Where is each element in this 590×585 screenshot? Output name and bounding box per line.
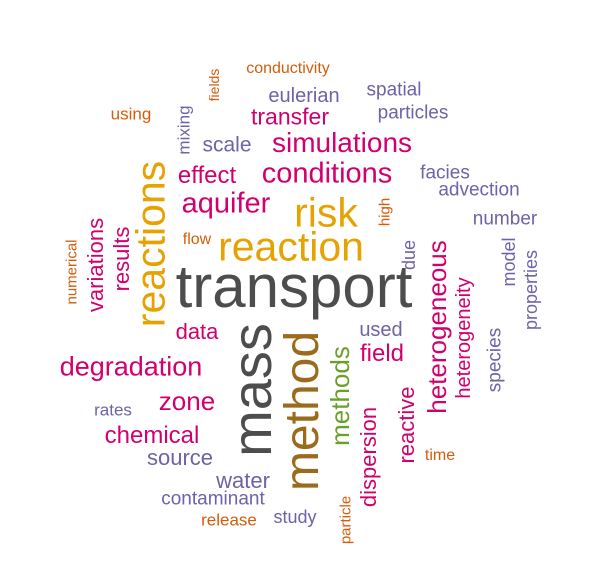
- word-flow: flow: [182, 231, 212, 248]
- word-heterogeneity: heterogeneity: [453, 277, 475, 399]
- word-conditions: conditions: [261, 157, 393, 190]
- word-particle: particle: [337, 495, 355, 545]
- word-facies: facies: [420, 162, 470, 184]
- word-conductivity: conductivity: [246, 60, 330, 77]
- word-study: study: [273, 507, 317, 527]
- word-variations: variations: [83, 217, 108, 313]
- word-species: species: [484, 327, 506, 393]
- word-scale: scale: [202, 133, 252, 157]
- word-water: water: [216, 468, 270, 493]
- word-reaction: reaction: [218, 223, 364, 270]
- word-numerical: numerical: [63, 239, 81, 305]
- word-mass: mass: [220, 323, 283, 457]
- word-results: results: [109, 226, 134, 292]
- word-effect: effect: [177, 162, 237, 189]
- word-reactions: reactions: [127, 160, 174, 328]
- word-high: high: [376, 197, 394, 227]
- word-method: method: [276, 330, 329, 492]
- word-using: using: [110, 104, 152, 124]
- word-heterogeneous: heterogeneous: [422, 240, 452, 414]
- word-rates: rates: [94, 400, 132, 420]
- word-spatial: spatial: [366, 79, 422, 101]
- word-transport: transport: [175, 253, 413, 320]
- word-simulations: simulations: [271, 127, 413, 158]
- word-fields: fields: [206, 68, 222, 102]
- word-data: data: [175, 319, 219, 344]
- word-methods: methods: [325, 346, 355, 446]
- word-dispersion: dispersion: [356, 406, 381, 508]
- word-reactive: reactive: [394, 386, 419, 464]
- word-field: field: [359, 340, 405, 367]
- word-number: number: [472, 208, 538, 230]
- word-advection: advection: [438, 179, 520, 201]
- word-eulerian: eulerian: [268, 85, 340, 107]
- word-transfer: transfer: [251, 103, 329, 130]
- word-mixing: mixing: [174, 105, 194, 155]
- word-contaminant: contaminant: [161, 488, 265, 510]
- word-properties: properties: [521, 249, 541, 331]
- word-aquifer: aquifer: [181, 187, 271, 220]
- word-zone: zone: [158, 386, 216, 416]
- word-source: source: [146, 445, 214, 470]
- word-particles: particles: [377, 102, 449, 124]
- word-release: release: [201, 510, 257, 530]
- word-due: due: [399, 239, 419, 271]
- word-degradation: degradation: [59, 351, 203, 382]
- word-model: model: [499, 237, 519, 287]
- word-used: used: [359, 319, 403, 341]
- word-time: time: [424, 447, 456, 464]
- word-chemical: chemical: [104, 422, 200, 449]
- word-risk: risk: [294, 189, 358, 236]
